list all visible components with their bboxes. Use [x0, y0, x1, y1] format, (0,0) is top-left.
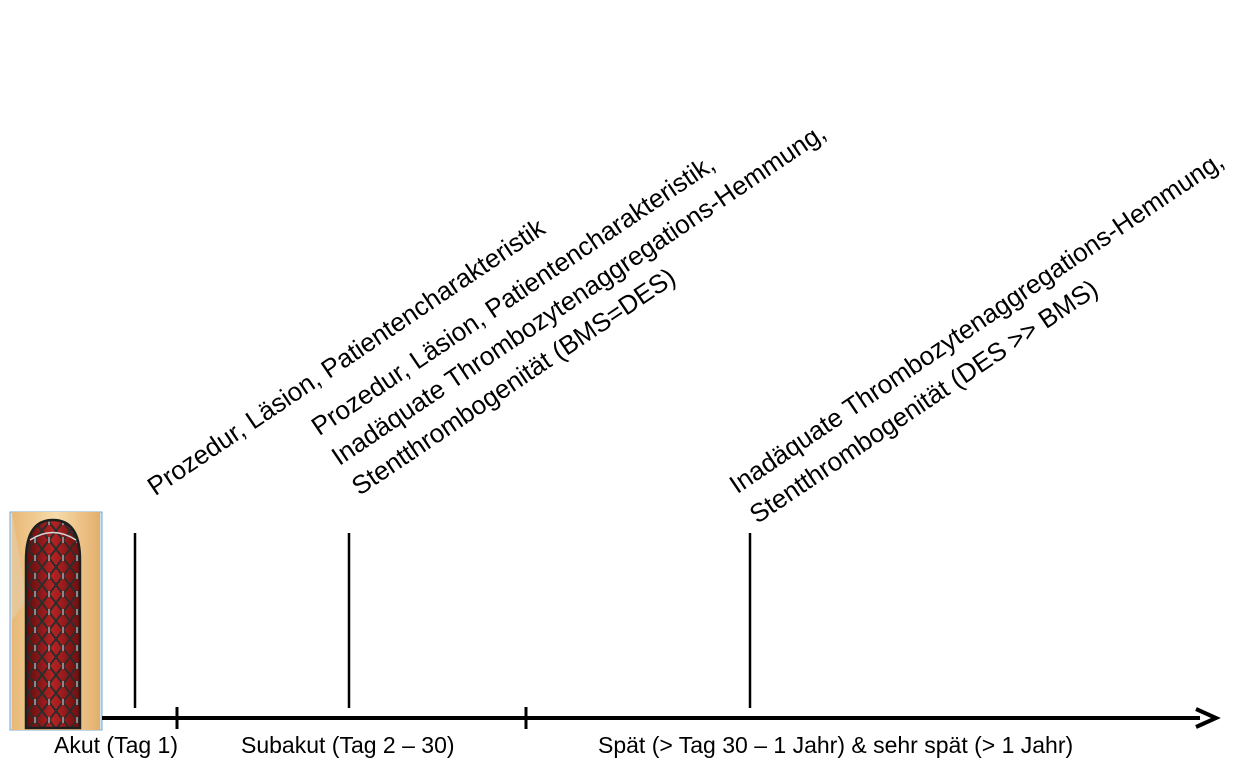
time-axis-arrowhead	[1195, 707, 1221, 729]
stent-highlight	[29, 531, 77, 541]
phase-label-acute: Akut (Tag 1)	[54, 732, 178, 758]
stent-illustration	[9, 511, 103, 731]
phase-label-late: Spät (> Tag 30 – 1 Jahr) & sehr spät (> …	[598, 732, 1074, 758]
stent-mesh	[24, 518, 82, 730]
vessel-shade	[12, 512, 26, 620]
phase-label-subacute: Subakut (Tag 2 – 30)	[241, 732, 455, 758]
